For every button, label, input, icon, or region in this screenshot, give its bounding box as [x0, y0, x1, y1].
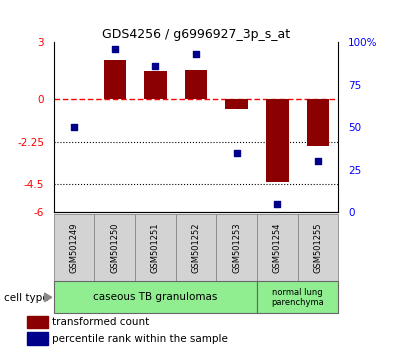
- Point: [234, 150, 240, 156]
- Text: GSM501253: GSM501253: [232, 222, 241, 273]
- FancyBboxPatch shape: [176, 214, 217, 281]
- Bar: [27, 332, 48, 345]
- Text: GSM501255: GSM501255: [314, 223, 322, 273]
- FancyBboxPatch shape: [54, 281, 257, 313]
- Bar: [27, 316, 48, 329]
- Bar: [266, 99, 289, 182]
- Point: [111, 46, 118, 52]
- Point: [274, 201, 281, 207]
- FancyBboxPatch shape: [298, 214, 338, 281]
- FancyBboxPatch shape: [54, 214, 94, 281]
- Bar: [185, 70, 207, 99]
- Text: GSM501252: GSM501252: [191, 223, 201, 273]
- FancyBboxPatch shape: [94, 214, 135, 281]
- Point: [193, 52, 199, 57]
- Bar: [144, 71, 166, 99]
- Point: [152, 63, 158, 69]
- Bar: [307, 99, 329, 146]
- Text: normal lung
parenchyma: normal lung parenchyma: [271, 288, 324, 307]
- Text: GSM501251: GSM501251: [151, 223, 160, 273]
- Polygon shape: [45, 293, 52, 302]
- FancyBboxPatch shape: [257, 281, 338, 313]
- Text: GSM501249: GSM501249: [70, 223, 78, 273]
- Text: GSM501254: GSM501254: [273, 223, 282, 273]
- Point: [71, 125, 77, 130]
- Text: GSM501250: GSM501250: [110, 223, 119, 273]
- Bar: [226, 99, 248, 109]
- Text: cell type: cell type: [4, 293, 49, 303]
- FancyBboxPatch shape: [257, 214, 298, 281]
- Point: [315, 159, 321, 164]
- Text: transformed count: transformed count: [52, 317, 149, 327]
- Title: GDS4256 / g6996927_3p_s_at: GDS4256 / g6996927_3p_s_at: [102, 28, 290, 41]
- Text: percentile rank within the sample: percentile rank within the sample: [52, 334, 228, 344]
- Text: caseous TB granulomas: caseous TB granulomas: [93, 292, 218, 302]
- FancyBboxPatch shape: [135, 214, 176, 281]
- Bar: [103, 61, 126, 99]
- FancyBboxPatch shape: [217, 214, 257, 281]
